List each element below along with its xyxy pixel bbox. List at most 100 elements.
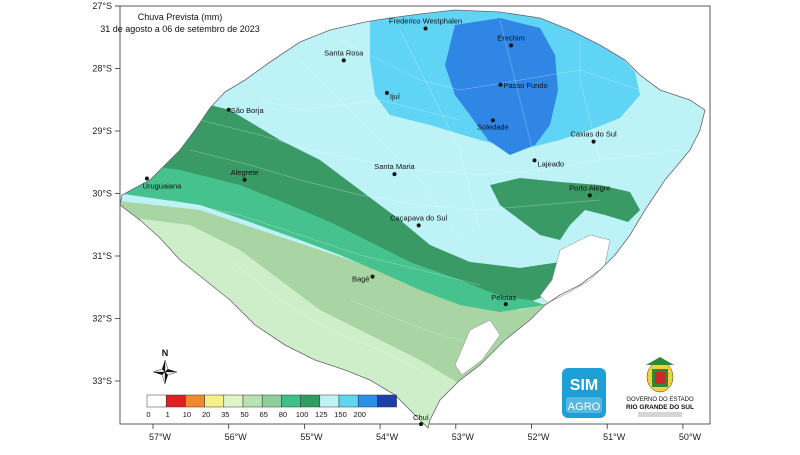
legend-tick: 150	[334, 410, 347, 419]
cities-layer: Frederico Westphalen Erechim Santa Rosa Pas…	[143, 17, 617, 427]
legend-tick: 1	[166, 410, 170, 419]
city-marker	[392, 172, 397, 177]
city-label: Pelotas	[491, 293, 516, 302]
longitude-axis: 57°W 56°W 55°W 54°W 53°W 52°W 51°W 50°W	[149, 424, 702, 442]
zone-80-100	[120, 160, 545, 312]
legend-swatch	[357, 394, 378, 408]
city-marker	[532, 158, 537, 163]
city-marker	[498, 82, 503, 87]
lat-label: 33°S	[92, 376, 112, 386]
lat-label: 28°S	[92, 64, 112, 74]
city-marker	[490, 118, 495, 123]
gov-line1: GOVERNO DO ESTADO	[626, 397, 694, 403]
legend-swatch	[146, 394, 167, 408]
rain-legend: 0 1 10 20 35 50 65 80 100 125 150 200	[146, 394, 397, 419]
city-marker	[242, 177, 247, 182]
legend-tick: 200	[353, 410, 366, 419]
lon-label: 52°W	[527, 432, 550, 442]
lon-label: 54°W	[376, 432, 399, 442]
city-label: Erechim	[497, 33, 525, 42]
legend-tick: 0	[146, 410, 150, 419]
city-marker	[503, 302, 508, 307]
city-marker	[591, 139, 596, 144]
compass-north-label: N	[162, 348, 169, 358]
zone-100-125	[120, 95, 575, 302]
map-frame	[119, 5, 711, 425]
city-label: Caxias do Sul	[570, 130, 617, 139]
legend-swatch	[300, 394, 321, 408]
legend-swatch	[281, 394, 301, 408]
legend-tick: 10	[183, 410, 191, 419]
city-label: Chuí	[413, 413, 430, 422]
legend-swatch	[204, 394, 225, 408]
zone-east-100-125	[490, 178, 640, 240]
lat-label: 32°S	[92, 314, 112, 324]
government-logo: GOVERNO DO ESTADO RIO GRANDE DO SUL	[626, 357, 694, 417]
city-label: Soledade	[477, 122, 509, 131]
legend-swatch	[319, 394, 340, 408]
lat-label: 30°S	[92, 189, 112, 199]
legend-swatch	[185, 394, 205, 408]
city-label: Passo Fundo	[503, 81, 547, 90]
gov-subtitle-bar	[638, 412, 682, 417]
legend-tick: 80	[279, 410, 287, 419]
lon-label: 57°W	[149, 432, 172, 442]
legend-swatch	[377, 394, 397, 408]
legend-swatch	[165, 394, 186, 408]
lon-label: 55°W	[300, 432, 323, 442]
city-label: Santa Rosa	[324, 48, 364, 57]
map-subtitle: 31 de agosto a 06 de setembro de 2023	[100, 24, 260, 34]
legend-tick: 125	[315, 410, 328, 419]
city-label: Ijuí	[390, 92, 401, 101]
lat-label: 31°S	[92, 251, 112, 261]
city-label: Bagé	[352, 275, 370, 284]
sim-agro-logo: SIM AGRO	[562, 368, 606, 418]
sim-agro-badge	[562, 368, 606, 418]
lon-label: 50°W	[679, 432, 702, 442]
city-marker	[144, 176, 149, 181]
city-marker	[384, 90, 389, 95]
city-label: Lajeado	[538, 159, 565, 168]
city-label: Uruguaiana	[143, 182, 183, 191]
legend-swatch	[223, 394, 244, 408]
city-marker	[370, 274, 375, 279]
city-label: Alegrete	[231, 168, 259, 177]
agro-text: AGRO	[568, 401, 601, 413]
lon-label: 53°W	[452, 432, 475, 442]
legend-swatch	[261, 394, 282, 408]
compass-rose: N	[152, 348, 178, 385]
legend-tick: 65	[260, 410, 268, 419]
legend-swatch	[338, 394, 359, 408]
city-label: Frederico Westphalen	[389, 17, 462, 26]
lagoa-mirim	[454, 319, 501, 376]
legend-tick: 50	[240, 410, 248, 419]
municipal-boundaries	[169, 19, 681, 371]
rs-coat-of-arms-icon	[646, 357, 674, 393]
city-marker	[509, 43, 514, 48]
lat-label: 27°S	[92, 1, 112, 11]
sim-text: SIM	[570, 377, 598, 394]
city-marker	[587, 193, 592, 198]
legend-swatch	[242, 394, 263, 408]
lagoa-dos-patos	[539, 234, 611, 304]
city-marker	[341, 58, 346, 63]
city-label: Santa Maria	[374, 162, 415, 171]
zone-200	[445, 18, 558, 155]
gov-line2: RIO GRANDE DO SUL	[626, 404, 694, 411]
lon-label: 51°W	[603, 432, 626, 442]
legend-tick: 20	[202, 410, 210, 419]
legend-tick: 35	[221, 410, 229, 419]
agro-text-bg	[566, 397, 602, 413]
city-label: Caçapava do Sul	[390, 213, 447, 222]
city-marker	[416, 223, 421, 228]
city-marker	[423, 26, 428, 31]
legend-tick: 100	[296, 410, 309, 419]
city-label: Porto Alegre	[569, 183, 610, 192]
city-marker	[418, 422, 423, 427]
compass-star-highlight	[152, 359, 178, 385]
city-marker	[226, 107, 231, 112]
lat-label: 29°S	[92, 126, 112, 136]
latitude-axis: 27°S 28°S 29°S 30°S 31°S 32°S 33°S	[92, 1, 120, 386]
